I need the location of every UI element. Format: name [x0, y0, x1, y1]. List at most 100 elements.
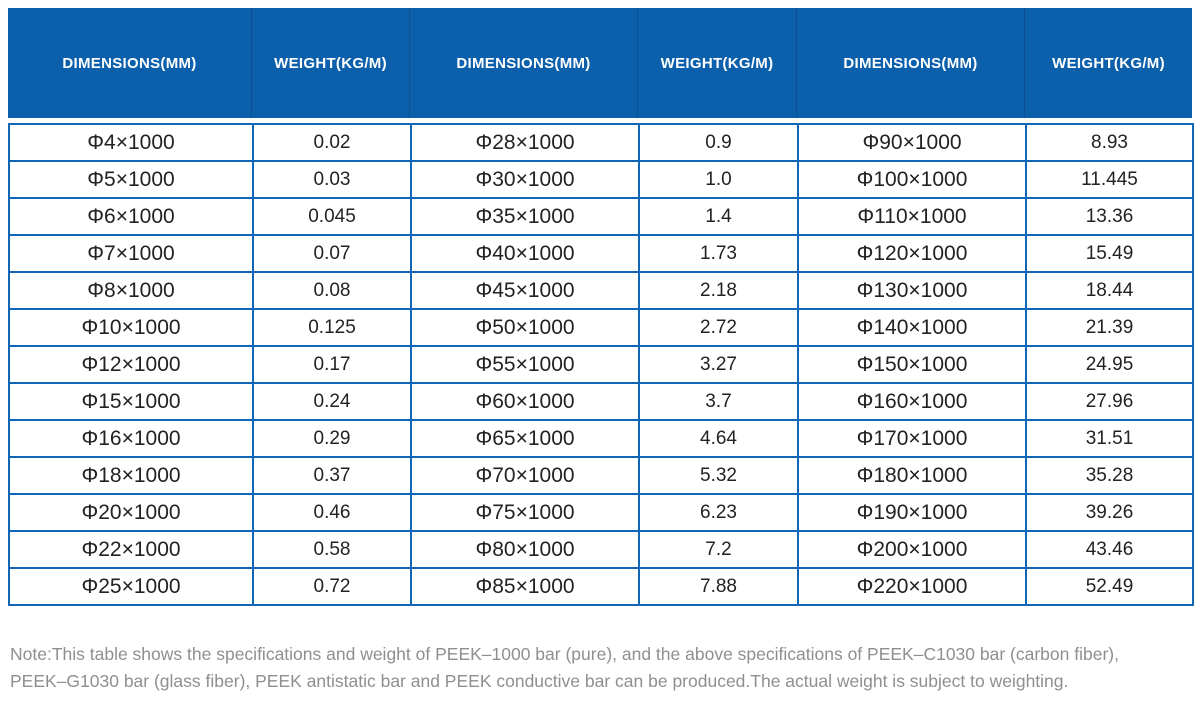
dimension-cell: Φ220×1000: [797, 567, 1027, 606]
table-row: Φ16×1000 0.29 Φ65×1000 4.64 Φ170×1000 31.51: [8, 419, 1194, 458]
weight-cell: 0.37: [252, 456, 412, 495]
weight-cell: 13.36: [1025, 197, 1194, 236]
dimension-cell: Φ140×1000: [797, 308, 1027, 347]
weight-cell: 0.24: [252, 382, 412, 421]
footnote: Note:This table shows the specifications…: [10, 641, 1195, 695]
table-row: Φ22×1000 0.58 Φ80×1000 7.2 Φ200×1000 43.46: [8, 530, 1194, 569]
weight-cell: 3.27: [638, 345, 799, 384]
weight-cell: 0.045: [252, 197, 412, 236]
table-row: Φ8×1000 0.08 Φ45×1000 2.18 Φ130×1000 18.44: [8, 271, 1194, 310]
dimension-cell: Φ40×1000: [410, 234, 640, 273]
dimension-cell: Φ130×1000: [797, 271, 1027, 310]
dimension-cell: Φ22×1000: [8, 530, 254, 569]
dimension-cell: Φ150×1000: [797, 345, 1027, 384]
table-row: Φ5×1000 0.03 Φ30×1000 1.0 Φ100×1000 11.445: [8, 160, 1194, 199]
weight-cell: 1.73: [638, 234, 799, 273]
weight-cell: 0.17: [252, 345, 412, 384]
weight-cell: 0.02: [252, 123, 412, 162]
dimension-cell: Φ75×1000: [410, 493, 640, 532]
weight-cell: 24.95: [1025, 345, 1194, 384]
dimension-cell: Φ28×1000: [410, 123, 640, 162]
column-header-dimensions-3: DIMENSIONS(MM): [797, 8, 1025, 118]
dimension-cell: Φ4×1000: [8, 123, 254, 162]
dimension-cell: Φ120×1000: [797, 234, 1027, 273]
dimension-cell: Φ170×1000: [797, 419, 1027, 458]
dimension-cell: Φ10×1000: [8, 308, 254, 347]
weight-cell: 2.18: [638, 271, 799, 310]
weight-cell: 3.7: [638, 382, 799, 421]
table-row: Φ20×1000 0.46 Φ75×1000 6.23 Φ190×1000 39.26: [8, 493, 1194, 532]
weight-cell: 8.93: [1025, 123, 1194, 162]
dimension-cell: Φ18×1000: [8, 456, 254, 495]
dimension-cell: Φ30×1000: [410, 160, 640, 199]
column-header-weight-1: WEIGHT(KG/M): [252, 8, 410, 118]
weight-cell: 31.51: [1025, 419, 1194, 458]
column-header-dimensions-1: DIMENSIONS(MM): [8, 8, 252, 118]
weight-cell: 5.32: [638, 456, 799, 495]
column-header-weight-3: WEIGHT(KG/M): [1052, 54, 1165, 72]
dimension-cell: Φ50×1000: [410, 308, 640, 347]
dimension-cell: Φ85×1000: [410, 567, 640, 606]
dimension-cell: Φ6×1000: [8, 197, 254, 236]
weight-cell: 7.2: [638, 530, 799, 569]
weight-cell: 43.46: [1025, 530, 1194, 569]
dimension-cell: Φ16×1000: [8, 419, 254, 458]
weight-cell: 0.08: [252, 271, 412, 310]
weight-cell: 0.9: [638, 123, 799, 162]
weight-cell: 6.23: [638, 493, 799, 532]
dimension-cell: Φ25×1000: [8, 567, 254, 606]
dimension-cell: Φ5×1000: [8, 160, 254, 199]
dimension-cell: Φ90×1000: [797, 123, 1027, 162]
weight-cell: 39.26: [1025, 493, 1194, 532]
table-row: Φ15×1000 0.24 Φ60×1000 3.7 Φ160×1000 27.96: [8, 382, 1194, 421]
weight-cell: 1.4: [638, 197, 799, 236]
weight-cell: 0.125: [252, 308, 412, 347]
weight-cell: 35.28: [1025, 456, 1194, 495]
dimension-cell: Φ7×1000: [8, 234, 254, 273]
weight-cell: 2.72: [638, 308, 799, 347]
dimension-cell: Φ65×1000: [410, 419, 640, 458]
weight-cell: 0.29: [252, 419, 412, 458]
spec-table-body: Φ4×1000 0.02 Φ28×1000 0.9 Φ90×1000 8.93 Φ5×100…: [8, 123, 1194, 606]
weight-cell: 18.44: [1025, 271, 1194, 310]
dimension-cell: Φ180×1000: [797, 456, 1027, 495]
dimension-cell: Φ45×1000: [410, 271, 640, 310]
table-row: Φ25×1000 0.72 Φ85×1000 7.88 Φ220×1000 52.49: [8, 567, 1194, 606]
dimension-cell: Φ200×1000: [797, 530, 1027, 569]
dimension-cell: Φ160×1000: [797, 382, 1027, 421]
weight-cell: 21.39: [1025, 308, 1194, 347]
weight-cell: 11.445: [1025, 160, 1194, 199]
weight-cell: 15.49: [1025, 234, 1194, 273]
dimension-cell: Φ55×1000: [410, 345, 640, 384]
table-header-row: DIMENSIONS(MM) WEIGHT(KG/M) DIMENSIONS(M…: [8, 8, 1192, 118]
weight-cell: 1.0: [638, 160, 799, 199]
table-row: Φ7×1000 0.07 Φ40×1000 1.73 Φ120×1000 15.49: [8, 234, 1194, 273]
dimension-cell: Φ60×1000: [410, 382, 640, 421]
weight-cell: 0.07: [252, 234, 412, 273]
column-header-weight-2: WEIGHT(KG/M): [638, 8, 797, 118]
dimension-cell: Φ15×1000: [8, 382, 254, 421]
footnote-line-2: PEEK–G1030 bar (glass fiber), PEEK antis…: [10, 671, 1069, 691]
weight-cell: 4.64: [638, 419, 799, 458]
dimension-cell: Φ110×1000: [797, 197, 1027, 236]
table-row: Φ18×1000 0.37 Φ70×1000 5.32 Φ180×1000 35.28: [8, 456, 1194, 495]
weight-cell: 0.03: [252, 160, 412, 199]
weight-cell: 27.96: [1025, 382, 1194, 421]
table-row: Φ12×1000 0.17 Φ55×1000 3.27 Φ150×1000 24.95: [8, 345, 1194, 384]
table-row: Φ4×1000 0.02 Φ28×1000 0.9 Φ90×1000 8.93: [8, 123, 1194, 162]
column-header-dimensions-2: DIMENSIONS(MM): [410, 8, 638, 118]
dimension-cell: Φ70×1000: [410, 456, 640, 495]
table-row: Φ6×1000 0.045 Φ35×1000 1.4 Φ110×1000 13.36: [8, 197, 1194, 236]
weight-cell: 0.46: [252, 493, 412, 532]
dimension-cell: Φ190×1000: [797, 493, 1027, 532]
weight-cell: 7.88: [638, 567, 799, 606]
dimension-cell: Φ8×1000: [8, 271, 254, 310]
dimension-cell: Φ80×1000: [410, 530, 640, 569]
dimension-cell: Φ100×1000: [797, 160, 1027, 199]
weight-cell: 52.49: [1025, 567, 1194, 606]
table-row: Φ10×1000 0.125 Φ50×1000 2.72 Φ140×1000 21.39: [8, 308, 1194, 347]
weight-cell: 0.58: [252, 530, 412, 569]
weight-cell: 0.72: [252, 567, 412, 606]
dimension-cell: Φ20×1000: [8, 493, 254, 532]
